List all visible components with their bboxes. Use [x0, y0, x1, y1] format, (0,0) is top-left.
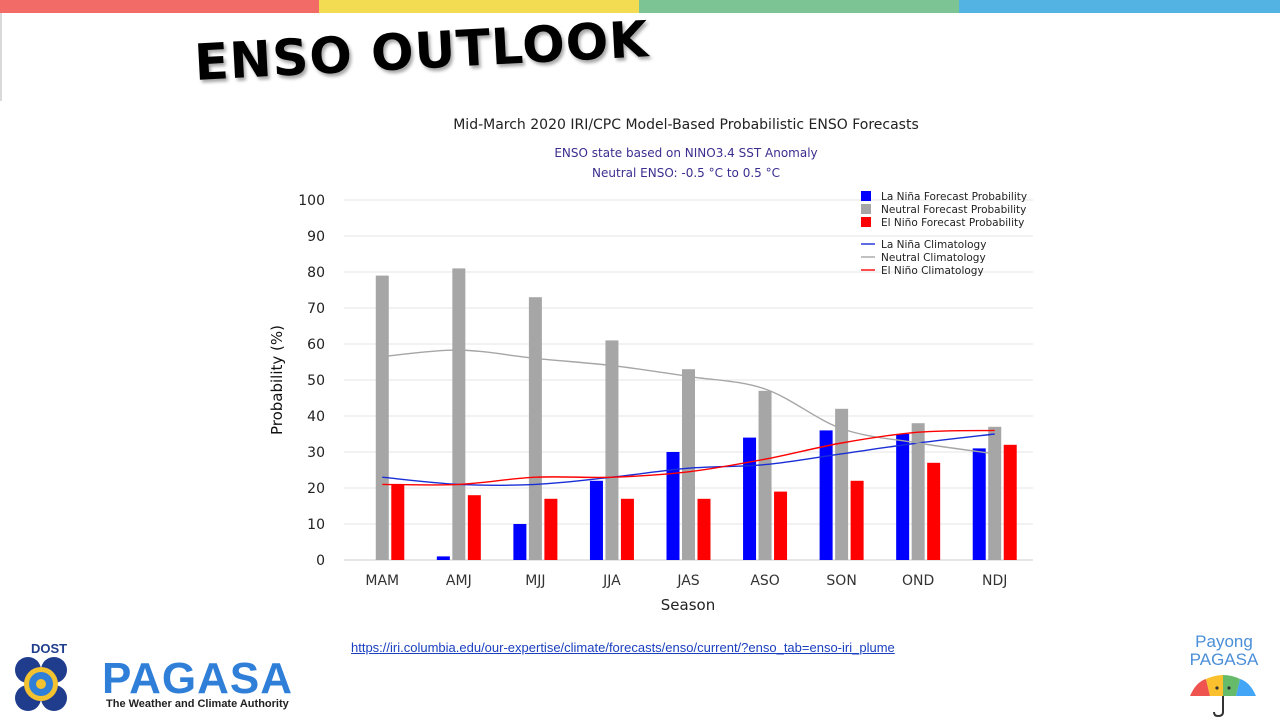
- bar: [1003, 444, 1017, 560]
- chart-title: Mid-March 2020 IRI/CPC Model-Based Proba…: [453, 117, 919, 133]
- y-tick-label: 0: [316, 553, 325, 569]
- bar: [436, 556, 450, 560]
- legend-label: Neutral Climatology: [881, 252, 986, 264]
- payong-line2: PAGASA: [1189, 650, 1259, 669]
- bar: [666, 452, 680, 560]
- y-tick-label: 80: [307, 265, 325, 281]
- bar: [391, 484, 405, 560]
- legend-label: La Niña Climatology: [881, 239, 986, 251]
- umbrella-icon: [1190, 675, 1256, 718]
- y-axis-label: Probability (%): [268, 325, 286, 435]
- color-stripe-green: [639, 0, 959, 13]
- y-tick-label: 10: [307, 517, 325, 533]
- pagasa-logo-icon: [15, 657, 67, 711]
- pagasa-logo-text: PAGASA: [102, 654, 293, 703]
- bar: [620, 498, 634, 560]
- x-tick-label: MAM: [365, 573, 399, 589]
- y-tick-label: 100: [298, 193, 325, 209]
- y-tick-label: 60: [307, 337, 325, 353]
- legend-swatch: [861, 204, 871, 214]
- bar: [972, 448, 986, 560]
- bar: [589, 480, 603, 560]
- payong-pagasa-logo-text: Payong PAGASA: [1172, 633, 1276, 669]
- climatology-line: [382, 433, 995, 486]
- y-tick-label: 30: [307, 445, 325, 461]
- x-tick-label: SON: [826, 573, 856, 589]
- bar: [850, 480, 864, 560]
- color-stripe-yellow: [319, 0, 639, 13]
- bar: [988, 426, 1002, 560]
- bar: [682, 369, 695, 560]
- x-tick-label: ASO: [750, 573, 779, 589]
- climatology-line: [382, 349, 995, 455]
- bar: [528, 297, 542, 560]
- color-stripe-blue: [959, 0, 1280, 13]
- x-tick-label: NDJ: [982, 573, 1007, 589]
- pagasa-tagline: The Weather and Climate Authority: [106, 698, 289, 710]
- x-tick-label: MJJ: [525, 573, 545, 589]
- bar: [743, 437, 757, 560]
- bar: [819, 430, 833, 560]
- x-tick-label: JJA: [602, 573, 621, 589]
- bar: [452, 268, 466, 560]
- legend-label: El Niño Forecast Probability: [881, 217, 1024, 229]
- bar: [835, 408, 849, 560]
- bar: [375, 275, 389, 560]
- y-tick-label: 90: [307, 229, 325, 245]
- bar: [774, 491, 788, 560]
- bar: [697, 498, 711, 560]
- left-divider: [0, 13, 2, 101]
- y-tick-label: 50: [307, 373, 325, 389]
- legend-swatch: [861, 191, 871, 201]
- x-tick-label: OND: [902, 573, 934, 589]
- climatology-line: [382, 429, 995, 486]
- chart-subtitle-line: ENSO state based on NINO3.4 SST Anomaly: [554, 146, 817, 160]
- legend-label: La Niña Forecast Probability: [881, 191, 1027, 203]
- x-tick-label: AMJ: [446, 573, 472, 589]
- payong-line1: Payong: [1195, 632, 1253, 651]
- color-stripe-red: [0, 0, 319, 13]
- source-link[interactable]: https://iri.columbia.edu/our-expertise/c…: [351, 640, 895, 655]
- slide-title: ENSO OUTLOOK: [192, 10, 651, 92]
- legend-label: El Niño Climatology: [881, 265, 984, 277]
- legend-label: Neutral Forecast Probability: [881, 204, 1026, 216]
- x-axis-label: Season: [661, 596, 715, 614]
- y-tick-label: 70: [307, 301, 325, 317]
- bar: [467, 495, 481, 560]
- bar: [911, 423, 925, 560]
- bar: [758, 390, 772, 560]
- x-tick-label: JAS: [676, 573, 699, 589]
- bar: [605, 340, 619, 560]
- bar: [544, 498, 558, 560]
- legend-swatch: [861, 217, 871, 227]
- bar: [896, 434, 910, 560]
- chart-subtitle-line: Neutral ENSO: -0.5 °C to 0.5 °C: [592, 166, 780, 180]
- bar: [513, 524, 527, 560]
- y-tick-label: 20: [307, 481, 325, 497]
- bar: [927, 462, 941, 560]
- y-tick-label: 40: [307, 409, 325, 425]
- dost-label: DOST: [31, 641, 68, 656]
- enso-forecast-chart: Mid-March 2020 IRI/CPC Model-Based Proba…: [268, 117, 1033, 614]
